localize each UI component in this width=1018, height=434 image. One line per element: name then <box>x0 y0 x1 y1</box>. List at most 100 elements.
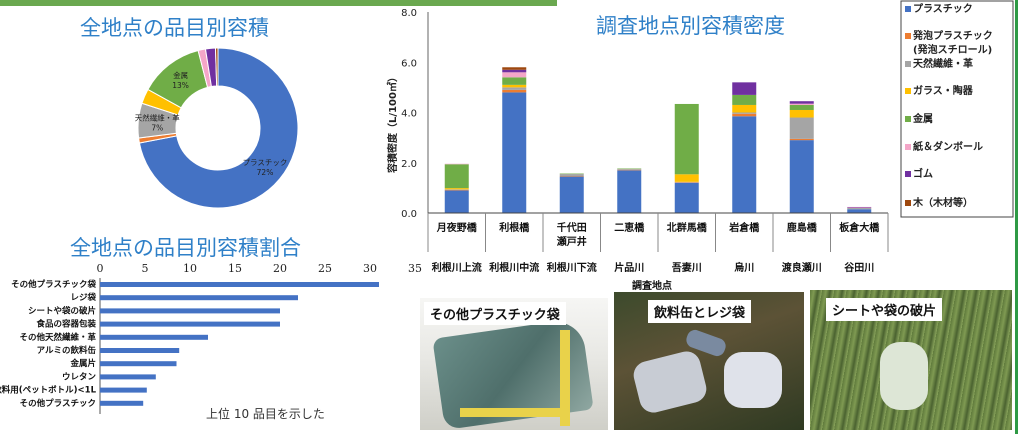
ranking-bar <box>100 295 298 301</box>
density-bar-segment <box>674 181 699 183</box>
legend-border <box>900 0 1014 218</box>
legend-items: プラスチック発泡プラスチック(発泡スチロール)天然繊維・革ガラス・陶器金属紙＆ダ… <box>900 0 1014 218</box>
density-y-ticks: 0.0 2.0 4.0 6.0 8.0 <box>401 8 429 220</box>
density-title: 調査地点別容積密度 <box>596 14 785 38</box>
density-bar-segment <box>502 67 527 70</box>
density-category-label: 岩倉橋 <box>728 221 760 234</box>
density-bar-segment <box>444 188 469 190</box>
density-chart: 0.02.04.06.08.0 容積密度（L/100㎡） 月夜野橋利根川上流利根… <box>386 8 889 292</box>
ranking-bar <box>100 400 144 406</box>
legend-label: ガラス・陶器 <box>913 84 974 97</box>
donut-label-name: プラスチック <box>243 158 288 167</box>
ranking-x-tick: 25 <box>318 262 332 275</box>
legend-swatch <box>905 171 911 177</box>
legend-swatch <box>905 33 911 39</box>
ranking-x-tick: 0 <box>97 262 104 275</box>
density-bar-segment <box>502 77 527 85</box>
ranking-category-label: 金属片 <box>69 358 96 369</box>
density-bar-segment <box>732 94 757 105</box>
ranking-x-tick: 20 <box>273 262 287 275</box>
photo-ruler-horizontal <box>460 408 570 417</box>
density-category-label: 板倉大橋 <box>839 221 880 234</box>
legend-swatch <box>905 6 911 12</box>
density-bar-segment <box>617 168 642 170</box>
density-bar-segment <box>502 84 527 88</box>
ranking-category-label: その他天然繊維・革 <box>19 332 96 343</box>
density-bar-segment <box>617 170 642 213</box>
density-bar-segment <box>559 176 584 177</box>
photo-sheet-fragments-caption: シートや袋の破片 <box>826 298 943 321</box>
ranking-category-label: その他プラスチック袋 <box>11 279 96 290</box>
density-river-label: 烏川 <box>734 261 754 274</box>
density-bar-segment <box>847 207 872 210</box>
density-category-label: 瀬戸井 <box>557 235 587 248</box>
ranking-x-tick: 15 <box>228 262 242 275</box>
legend: プラスチック発泡プラスチック(発泡スチロール)天然繊維・革ガラス・陶器金属紙＆ダ… <box>900 0 1014 218</box>
ranking-category-label: アルミの飲料缶 <box>37 345 97 356</box>
ranking-bar <box>100 374 156 380</box>
donut-slice <box>138 47 299 209</box>
density-bar-segment <box>617 169 642 171</box>
density-x-label-layer: 調査地点 <box>632 279 672 292</box>
density-bar-segment <box>559 176 584 213</box>
density-bar-segment <box>732 112 757 114</box>
density-y-tick: 4.0 <box>401 109 417 120</box>
ranking-x-tick: 35 <box>408 262 422 275</box>
ranking-category-label: 飲料用(ペットボトル)<1L <box>0 385 97 396</box>
density-category-label: 二恵橋 <box>614 221 645 234</box>
density-bar-segment <box>789 103 814 105</box>
photo-plastic-bag-caption: その他プラスチック袋 <box>424 302 566 325</box>
photo-plastic-bag-white <box>630 348 710 416</box>
density-bar-segment <box>444 189 469 191</box>
legend-swatch <box>905 61 911 67</box>
ranking-category-labels: その他プラスチック袋レジ袋シートや袋の破片食品の容器包装その他天然繊維・革アルミ… <box>0 279 97 409</box>
ranking-bar <box>100 361 177 367</box>
photo-cans-bags-caption: 飲料缶とレジ袋 <box>648 300 752 323</box>
ranking-category-label: 食品の容器包装 <box>36 319 96 330</box>
density-bar-segment <box>789 138 814 141</box>
density-bar-segment <box>444 189 469 190</box>
ranking-bar <box>100 334 208 340</box>
ranking-x-ticks: 0 5 10 15 20 25 30 35 <box>97 262 423 275</box>
density-bar-segment <box>789 109 814 118</box>
donut-label-name: 天然繊維・革 <box>135 112 180 122</box>
density-bar-segment <box>732 82 757 95</box>
ranking-bars <box>100 282 379 406</box>
density-river-label: 渡良瀬川 <box>782 261 822 274</box>
legend-swatch <box>905 88 911 94</box>
density-y-tick: 2.0 <box>401 159 417 170</box>
density-bar-segment <box>732 116 757 213</box>
density-category-label: 利根橋 <box>499 221 530 234</box>
top-accent-bar <box>0 0 557 6</box>
density-bar-segment <box>732 104 757 113</box>
density-bars <box>444 67 872 213</box>
density-bar-segment <box>789 101 814 104</box>
density-y-tick: 6.0 <box>401 58 417 69</box>
legend-label: プラスチック <box>913 2 973 15</box>
density-bar-segment <box>502 89 527 93</box>
ranking-category-label: その他プラスチック <box>20 398 96 409</box>
density-y-label-layer: 容積密度（L/100㎡） <box>386 72 399 174</box>
density-bar-segment <box>444 190 469 213</box>
density-bar-segment <box>559 174 584 177</box>
density-bar-segment <box>444 164 469 189</box>
density-bar-segment <box>502 69 527 73</box>
density-bar-segment <box>674 182 699 213</box>
legend-label-continued: (発泡スチロール) <box>913 43 992 56</box>
density-bar-segment <box>559 173 584 175</box>
legend-label: 天然繊維・革 <box>913 57 973 70</box>
ranking-title: 全地点の品目別容積割合 <box>70 236 301 260</box>
density-river-label: 利根川下流 <box>547 261 597 274</box>
ranking-category-label: シートや袋の破片 <box>28 305 96 316</box>
donut-title: 全地点の品目別容積 <box>80 16 269 40</box>
density-bar-segment <box>789 140 814 213</box>
density-bar-segment <box>444 163 469 165</box>
density-river-label: 谷田川 <box>844 261 874 274</box>
photo-fragment <box>880 342 928 410</box>
right-accent-bar <box>1015 0 1018 434</box>
ranking-bar <box>100 387 147 393</box>
